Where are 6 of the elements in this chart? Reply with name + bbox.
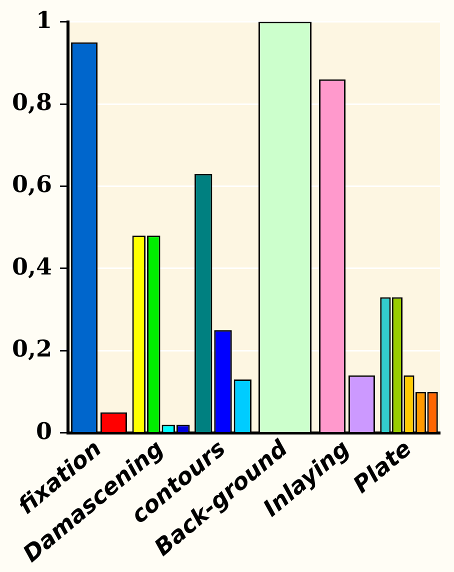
y-tick-label: 0 [36,418,52,445]
y-tick-label: 1 [36,6,52,34]
y-tick-label: 0,6 [12,171,52,198]
y-tick-label: 0,8 [12,88,52,116]
y-tick-label: 0,4 [12,253,52,280]
y-tick-label: 0,2 [12,336,52,363]
